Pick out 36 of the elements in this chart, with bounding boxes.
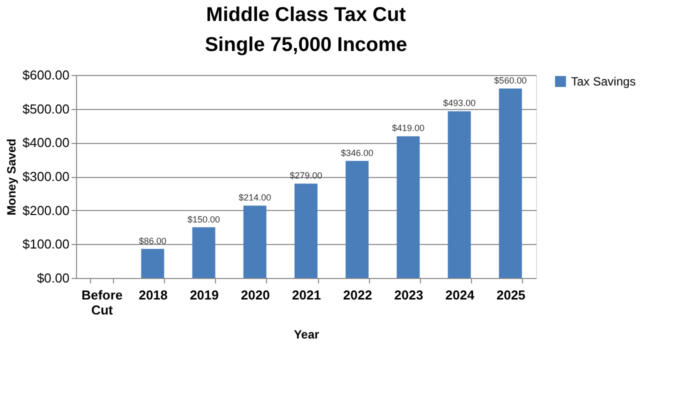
x-tick-label: 2025	[496, 288, 526, 302]
y-tick-label: $200.00	[22, 202, 70, 218]
text: $86.00	[138, 236, 166, 246]
x-tick-label: 2018	[138, 288, 168, 302]
y-tick-label: $300.00	[22, 169, 70, 184]
bar	[294, 184, 318, 278]
x-tick-label: 2020	[240, 288, 270, 302]
y-tick-label: $100.00	[22, 236, 70, 252]
text: $493.00	[443, 98, 476, 108]
text: $150.00	[188, 214, 220, 224]
x-axis-title: Year	[294, 328, 320, 342]
bar	[141, 248, 164, 278]
chart-title: Middle Class Tax Cut	[206, 4, 406, 26]
x-tick-label: 2021	[292, 288, 321, 302]
x-tick-label: Before Cut	[81, 288, 123, 318]
text: $214.00	[238, 192, 272, 203]
y-tick-label: $500.00	[22, 101, 70, 116]
y-tick-label: $400.00	[22, 135, 70, 150]
text: $346.00	[340, 148, 374, 158]
y-tick-label: $600.00	[22, 68, 70, 82]
bar	[346, 160, 369, 278]
chart-subtitle: Single 75,000 Income	[204, 34, 408, 56]
x-tick-label: 2024	[445, 288, 476, 302]
x-tick-label: 2023	[394, 288, 424, 302]
x-tick-label: 2022	[343, 288, 372, 302]
text: $560.00	[494, 76, 527, 86]
bar	[192, 227, 216, 278]
bar	[498, 88, 522, 278]
y-tick-label: $0.00	[36, 270, 70, 286]
x-tick-label: 2019	[190, 288, 219, 302]
bar	[396, 136, 420, 278]
y-axis-title: Money Saved	[4, 138, 19, 216]
bar	[243, 206, 266, 278]
legend-label: Tax Savings	[571, 74, 636, 88]
bar	[448, 111, 471, 278]
text: $419.00	[392, 123, 424, 134]
